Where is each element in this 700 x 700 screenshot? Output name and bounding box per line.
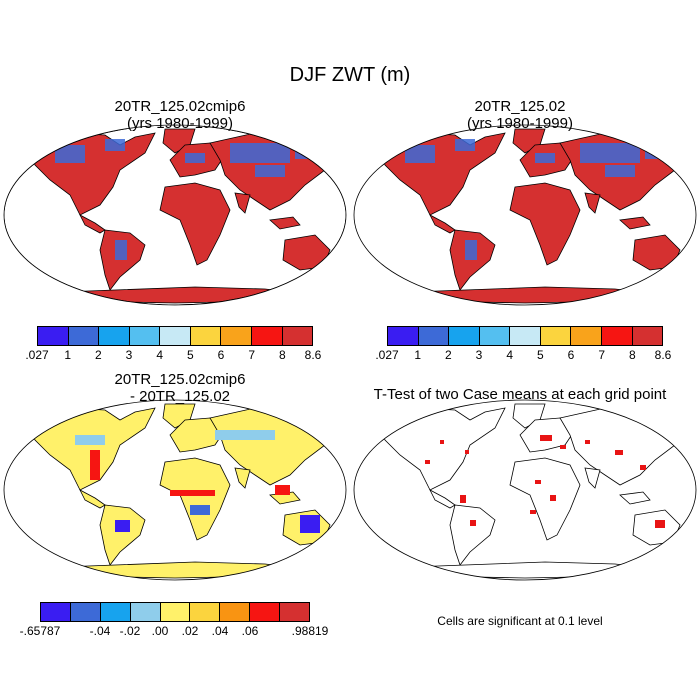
colorbar-swatch	[190, 327, 222, 345]
colorbar-swatch	[220, 603, 251, 621]
colorbar-swatch	[632, 327, 663, 345]
colorbar-tick-label: 2	[94, 348, 102, 362]
colorbar-tick-label: -.04	[89, 624, 111, 638]
colorbar-tick-label: 8	[278, 348, 286, 362]
colorbar-tick-label: .027	[25, 348, 49, 362]
colorbar-swatch	[571, 327, 602, 345]
colorbar-tick-label: 8.6	[654, 348, 672, 362]
colorbar-tick-label: 1	[414, 348, 421, 362]
colorbar-swatch	[129, 327, 161, 345]
colorbar-tick-label: .04	[211, 624, 229, 638]
panel2-title: 20TR_125.02 (yrs 1980-1999)	[360, 98, 680, 132]
colorbar-swatch	[190, 603, 221, 621]
panel2-title-line1: 20TR_125.02	[474, 98, 566, 115]
colorbar-tick-label: 8.6	[304, 348, 322, 362]
colorbar-swatch	[479, 327, 511, 345]
colorbar-swatch	[100, 603, 131, 621]
colorbar-tick-label: -.02	[119, 624, 141, 638]
colorbar-tick-label: .00	[151, 624, 169, 638]
colorbar-swatch	[388, 327, 419, 345]
map-panel4-border	[353, 399, 697, 581]
panel4-title-line1: T-Test of two Case means at each grid po…	[373, 386, 667, 403]
map-panel1	[4, 125, 346, 305]
panel1-title-line1: 20TR_125.02cmip6	[114, 98, 246, 115]
colorbar-tick-label: 6	[567, 348, 575, 362]
map-panel3-border	[3, 399, 347, 581]
colorbar-tick-label: 4	[506, 348, 513, 362]
map-panel1-border	[3, 124, 347, 306]
significance-note: Cells are significant at 0.1 level	[437, 614, 603, 628]
colorbar-tick-label: 7	[598, 348, 605, 362]
colorbar-tick-label: 7	[248, 348, 255, 362]
colorbar-swatch	[282, 327, 313, 345]
colorbar-tick-label: 5	[186, 348, 194, 362]
colorbar-tick-label: 3	[125, 348, 133, 362]
colorbar-swatch	[221, 327, 252, 345]
colorbar-swatch	[70, 603, 101, 621]
colorbar-swatch	[99, 327, 130, 345]
panel2-title-line2: (yrs 1980-1999)	[467, 115, 573, 132]
colorbar-swatch	[68, 327, 100, 345]
colorbar-tick-label: .027	[375, 348, 399, 362]
colorbar-tick-label: 4	[156, 348, 163, 362]
map-panel3	[24, 403, 336, 579]
colorbar-tick-label: 3	[475, 348, 483, 362]
colorbar-swatch	[38, 327, 69, 345]
colorbar-tick-label: .02	[181, 624, 199, 638]
colorbar-tick-label: -.65787	[19, 624, 61, 638]
colorbar-tick-label: 2	[444, 348, 452, 362]
map-panel4	[374, 403, 686, 579]
panel4-title: T-Test of two Case means at each grid po…	[350, 386, 690, 403]
colorbar-swatch	[540, 327, 572, 345]
colorbar-3	[40, 602, 310, 622]
colorbar-tick-label: 5	[536, 348, 544, 362]
colorbar-swatch	[280, 603, 310, 621]
colorbar-swatch	[41, 603, 71, 621]
colorbar-swatch	[510, 327, 541, 345]
colorbar-1	[37, 326, 313, 346]
map-panel2-border	[353, 124, 697, 306]
colorbar-tick-label: 1	[64, 348, 71, 362]
colorbar-swatch	[449, 327, 480, 345]
colorbar-swatch	[250, 603, 281, 621]
colorbar-2	[387, 326, 663, 346]
colorbar-swatch	[160, 327, 191, 345]
panel1-title-line2: (yrs 1980-1999)	[127, 115, 233, 132]
colorbar-swatch	[601, 327, 633, 345]
colorbar-swatch	[418, 327, 450, 345]
map-panel2	[374, 128, 686, 304]
colorbar-tick-label: 8	[628, 348, 636, 362]
colorbar-swatch	[130, 603, 161, 621]
colorbar-tick-label: .06	[241, 624, 259, 638]
figure-title: DJF ZWT (m)	[289, 64, 411, 86]
colorbar-swatch	[160, 603, 191, 621]
panel1-title: 20TR_125.02cmip6 (yrs 1980-1999)	[20, 98, 340, 132]
colorbar-tick-label: 6	[217, 348, 225, 362]
panel3-title-line1: 20TR_125.02cmip6	[114, 371, 246, 388]
colorbar-tick-label: .98819	[291, 624, 329, 638]
colorbar-swatch	[251, 327, 283, 345]
